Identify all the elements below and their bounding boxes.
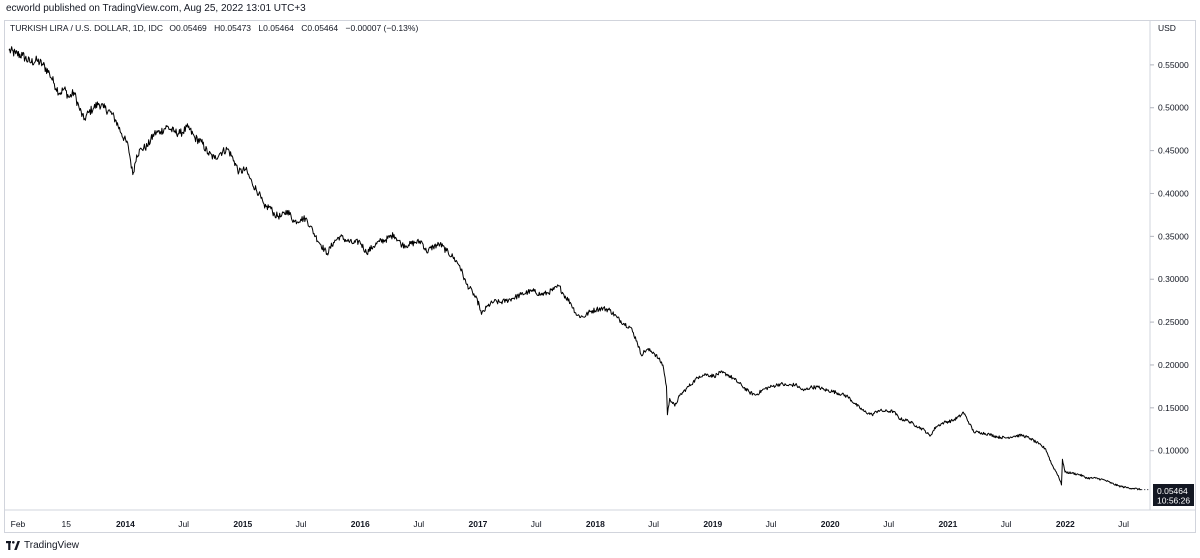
price-line (8, 46, 1142, 491)
price-tick-label: 0.15000 (1158, 403, 1189, 413)
time-tick-label: 2014 (116, 519, 135, 529)
open-label: O (169, 23, 177, 33)
time-tick-label: 2015 (233, 519, 252, 529)
price-tick-label: 0.55000 (1158, 60, 1189, 70)
time-tick-label: 2016 (351, 519, 370, 529)
high-label: H (214, 23, 221, 33)
low-value: 0.05464 (263, 23, 294, 33)
bar-countdown: 10:56:26 (1157, 496, 1190, 506)
time-tick-label: Feb (11, 519, 26, 529)
time-tick-label: 15 (61, 519, 71, 529)
chart-frame (4, 20, 1196, 533)
open-value: 0.05469 (176, 23, 207, 33)
low-label: L (258, 23, 264, 33)
time-tick-label: Jul (178, 519, 189, 529)
symbol-title[interactable]: TURKISH LIRA / U.S. DOLLAR, 1D, IDC (10, 23, 164, 33)
time-tick-label: Jul (296, 519, 307, 529)
price-tick-label: 0.45000 (1158, 146, 1189, 156)
close-value: 0.05464 (307, 23, 339, 33)
time-tick-label: Jul (1118, 519, 1129, 529)
price-tick-label: 0.40000 (1158, 188, 1189, 198)
time-tick-label: 2020 (821, 519, 840, 529)
price-axis-unit: USD (1158, 23, 1176, 33)
high-value: 0.05473 (220, 23, 252, 33)
time-tick-label: Jul (1001, 519, 1012, 529)
last-price-badge: 0.05464 10:56:26 (1153, 484, 1194, 506)
close-label: C (301, 23, 308, 33)
symbol-legend: TURKISH LIRA / U.S. DOLLAR, 1D, IDC O0.0… (10, 23, 418, 33)
price-series (8, 46, 1150, 491)
time-tick-label: Jul (648, 519, 659, 529)
change-value: −0.00007 (−0.13%) (345, 23, 419, 33)
time-tick-label: Jul (413, 519, 424, 529)
time-tick-label: 2022 (1056, 519, 1075, 529)
time-tick-label: 2018 (586, 519, 605, 529)
time-tick-label: 2019 (703, 519, 722, 529)
time-tick-label: 2017 (468, 519, 487, 529)
price-tick-label: 0.35000 (1158, 231, 1189, 241)
time-tick-label: Jul (531, 519, 542, 529)
price-tick-label: 0.30000 (1158, 274, 1189, 284)
price-tick-label: 0.20000 (1158, 360, 1189, 370)
time-tick-label: Jul (883, 519, 894, 529)
last-price-badge-bg (1153, 484, 1194, 506)
tradingview-logo-icon (6, 541, 20, 550)
price-chart[interactable]: USD 0.550000.500000.450000.400000.350000… (0, 0, 1200, 540)
last-price-value: 0.05464 (1157, 486, 1188, 496)
footer-branding: TradingView (6, 540, 79, 551)
published-info: ecworld published on TradingView.com, Au… (6, 3, 306, 14)
tradingview-brand[interactable]: TradingView (24, 540, 80, 551)
time-tick-label: Jul (766, 519, 777, 529)
price-tick-label: 0.50000 (1158, 103, 1189, 113)
price-tick-label: 0.25000 (1158, 317, 1189, 327)
time-axis[interactable]: Feb 15 2014 Jul 2015 Jul 2016 Jul 2017 Jul 2018 Jul… (11, 519, 1129, 529)
time-tick-label: 2021 (938, 519, 957, 529)
price-axis[interactable]: 0.55000 0.50000 0.45000 0.40000 0.35000 0.300… (1150, 60, 1189, 456)
price-tick-label: 0.10000 (1158, 446, 1189, 456)
